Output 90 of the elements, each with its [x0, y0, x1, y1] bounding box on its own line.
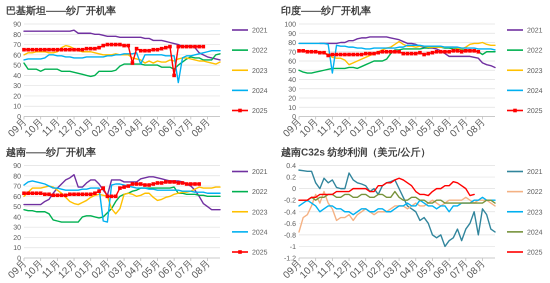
point [172, 180, 176, 184]
point [168, 44, 172, 48]
point [80, 192, 84, 196]
point [60, 48, 64, 52]
point [134, 46, 138, 50]
point [180, 44, 184, 48]
point [88, 46, 93, 50]
point [68, 48, 72, 52]
point [176, 181, 180, 185]
point [122, 44, 126, 48]
point [56, 194, 60, 198]
point [47, 192, 51, 196]
chart-title: 越南——纱厂开机率 [5, 146, 96, 158]
point [143, 183, 147, 187]
point [156, 48, 160, 52]
point [160, 181, 164, 185]
point [22, 191, 26, 196]
point [56, 48, 60, 52]
point [143, 48, 147, 53]
point [197, 182, 201, 186]
point [189, 182, 193, 186]
point [38, 191, 42, 196]
point [118, 186, 122, 190]
point [151, 182, 156, 186]
point [22, 48, 26, 52]
point [184, 44, 188, 48]
point [118, 42, 122, 46]
point [64, 48, 68, 52]
point [160, 46, 164, 50]
point [88, 192, 93, 196]
chart-title: 巴基斯坦——纱厂开机率 [6, 5, 116, 17]
point [106, 42, 110, 46]
point [30, 48, 34, 52]
chart-title: 越南C32s 纺纱利润（美元/公斤） [280, 146, 430, 158]
point [126, 184, 130, 188]
point [114, 42, 118, 46]
point [156, 181, 160, 185]
point [51, 48, 55, 52]
point [130, 61, 134, 65]
point [43, 192, 47, 196]
point [172, 74, 176, 78]
point [130, 182, 134, 186]
point [76, 192, 80, 196]
point [76, 48, 80, 52]
point [26, 191, 30, 196]
point [114, 194, 118, 198]
point [60, 194, 64, 198]
point [134, 182, 138, 186]
point [93, 191, 97, 196]
point [26, 48, 30, 52]
point [180, 181, 184, 185]
point [38, 48, 42, 52]
point [126, 44, 130, 48]
point [97, 46, 101, 50]
point [138, 182, 143, 186]
point [72, 192, 76, 196]
point [84, 46, 88, 50]
point [68, 192, 72, 196]
point [184, 182, 188, 186]
point [80, 48, 84, 52]
point [47, 48, 51, 52]
point [34, 48, 38, 52]
point [84, 192, 88, 196]
point [193, 182, 197, 186]
point [164, 180, 168, 184]
point [189, 44, 193, 48]
point [110, 194, 114, 198]
point [64, 194, 68, 198]
point [197, 44, 201, 48]
point [147, 183, 151, 187]
point [164, 46, 168, 50]
point [97, 189, 101, 193]
point [168, 180, 172, 184]
point [93, 46, 97, 50]
point [122, 185, 126, 189]
point [147, 48, 151, 53]
point [110, 42, 114, 46]
point [101, 44, 106, 48]
point [51, 194, 55, 198]
point [202, 44, 206, 48]
point [151, 48, 156, 52]
point [101, 186, 106, 190]
point [193, 44, 197, 48]
point [176, 44, 180, 48]
point [138, 48, 143, 53]
point [30, 191, 34, 196]
point [106, 194, 110, 198]
point [72, 48, 76, 52]
chart-title: 印度——纱厂开机率 [281, 5, 371, 17]
point [43, 48, 47, 52]
